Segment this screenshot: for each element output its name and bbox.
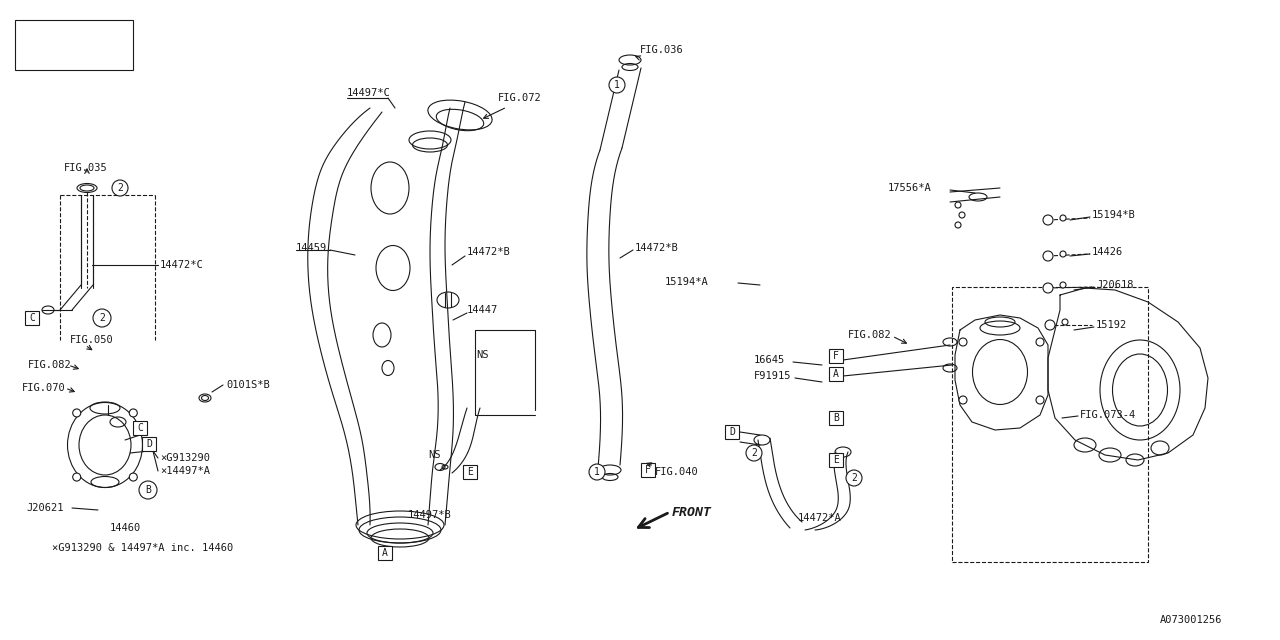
Text: 14497*C: 14497*C — [347, 88, 390, 98]
Text: FRONT: FRONT — [672, 506, 712, 518]
Circle shape — [746, 445, 762, 461]
Text: 14497*B: 14497*B — [408, 510, 452, 520]
Bar — [829, 453, 844, 467]
Text: B: B — [833, 413, 838, 423]
Text: FIG.070: FIG.070 — [22, 383, 65, 393]
Circle shape — [846, 470, 861, 486]
Text: B: B — [145, 485, 151, 495]
Text: D: D — [146, 439, 152, 449]
Text: 16645: 16645 — [754, 355, 785, 365]
Text: 14472*B: 14472*B — [467, 247, 511, 257]
Bar — [15, 20, 133, 70]
Circle shape — [140, 481, 157, 499]
Circle shape — [955, 202, 961, 208]
Text: ×G913290 & 14497*A inc. 14460: ×G913290 & 14497*A inc. 14460 — [52, 543, 233, 553]
Bar — [463, 465, 477, 479]
Circle shape — [959, 212, 965, 218]
Text: F: F — [645, 465, 652, 475]
Text: 15194*A: 15194*A — [666, 277, 709, 287]
Circle shape — [129, 473, 137, 481]
Circle shape — [955, 222, 961, 228]
Text: NS: NS — [428, 450, 440, 460]
Text: 15192: 15192 — [1096, 320, 1128, 330]
Circle shape — [113, 180, 128, 196]
Circle shape — [93, 309, 111, 327]
Bar — [133, 421, 147, 435]
Circle shape — [609, 77, 625, 93]
Text: D: D — [730, 427, 735, 437]
Text: C: C — [137, 423, 143, 433]
Bar — [829, 411, 844, 425]
Text: ×14497*A: ×14497*A — [160, 466, 210, 476]
Circle shape — [1036, 396, 1044, 404]
Text: FIG.072: FIG.072 — [498, 93, 541, 103]
Text: 1: 1 — [594, 467, 600, 477]
Text: 14877: 14877 — [52, 27, 87, 37]
Circle shape — [1062, 319, 1068, 325]
Text: ×G913290: ×G913290 — [160, 453, 210, 463]
Text: FIG.036: FIG.036 — [640, 45, 684, 55]
Text: A073001256: A073001256 — [1160, 615, 1222, 625]
Text: 14426: 14426 — [1092, 247, 1124, 257]
Text: A: A — [381, 548, 388, 558]
Text: FIG.082: FIG.082 — [849, 330, 892, 340]
Circle shape — [73, 473, 81, 481]
Bar — [142, 437, 156, 451]
Circle shape — [1043, 215, 1053, 225]
Circle shape — [1043, 251, 1053, 261]
Bar — [724, 425, 739, 439]
Bar — [641, 463, 655, 477]
Text: 2: 2 — [751, 448, 756, 458]
Text: 14459: 14459 — [296, 243, 328, 253]
Text: 14447: 14447 — [467, 305, 498, 315]
Circle shape — [959, 396, 966, 404]
Text: 2: 2 — [99, 313, 105, 323]
Text: A: A — [833, 369, 838, 379]
Circle shape — [23, 24, 38, 40]
Text: 1: 1 — [614, 80, 620, 90]
Bar — [952, 287, 1148, 562]
Text: 2: 2 — [116, 183, 123, 193]
Bar — [829, 349, 844, 363]
Text: J20621: J20621 — [26, 503, 64, 513]
Text: 15194*B: 15194*B — [1092, 210, 1135, 220]
Circle shape — [959, 338, 966, 346]
Text: E: E — [467, 467, 472, 477]
Circle shape — [1036, 338, 1044, 346]
Circle shape — [1043, 283, 1053, 293]
Bar — [378, 546, 392, 560]
Circle shape — [23, 49, 38, 65]
Circle shape — [129, 409, 137, 417]
Text: 0101S*B: 0101S*B — [227, 380, 270, 390]
Text: C: C — [29, 313, 35, 323]
Circle shape — [1044, 320, 1055, 330]
Text: FIG.035: FIG.035 — [64, 163, 108, 173]
Text: 1: 1 — [28, 52, 35, 62]
Circle shape — [589, 464, 605, 480]
Text: E: E — [833, 455, 838, 465]
Text: 14472*C: 14472*C — [160, 260, 204, 270]
Circle shape — [1060, 282, 1066, 288]
Text: FIG.073-4: FIG.073-4 — [1080, 410, 1137, 420]
Bar — [829, 367, 844, 381]
Circle shape — [1060, 251, 1066, 257]
Circle shape — [1060, 215, 1066, 221]
Text: 14472*A: 14472*A — [797, 513, 842, 523]
Text: 17556*A: 17556*A — [888, 183, 932, 193]
Text: 14460: 14460 — [110, 523, 141, 533]
Text: 14472*B: 14472*B — [635, 243, 678, 253]
Text: FIG.040: FIG.040 — [655, 467, 699, 477]
Text: NS: NS — [476, 350, 489, 360]
Bar — [26, 311, 38, 325]
Circle shape — [73, 409, 81, 417]
Text: 2: 2 — [851, 473, 856, 483]
Text: F91915: F91915 — [754, 371, 791, 381]
Text: FIG.050: FIG.050 — [70, 335, 114, 345]
Text: F91801: F91801 — [52, 52, 93, 62]
Text: 2: 2 — [28, 27, 35, 37]
Text: J20618: J20618 — [1096, 280, 1134, 290]
Text: FIG.082: FIG.082 — [28, 360, 72, 370]
Text: F: F — [833, 351, 838, 361]
